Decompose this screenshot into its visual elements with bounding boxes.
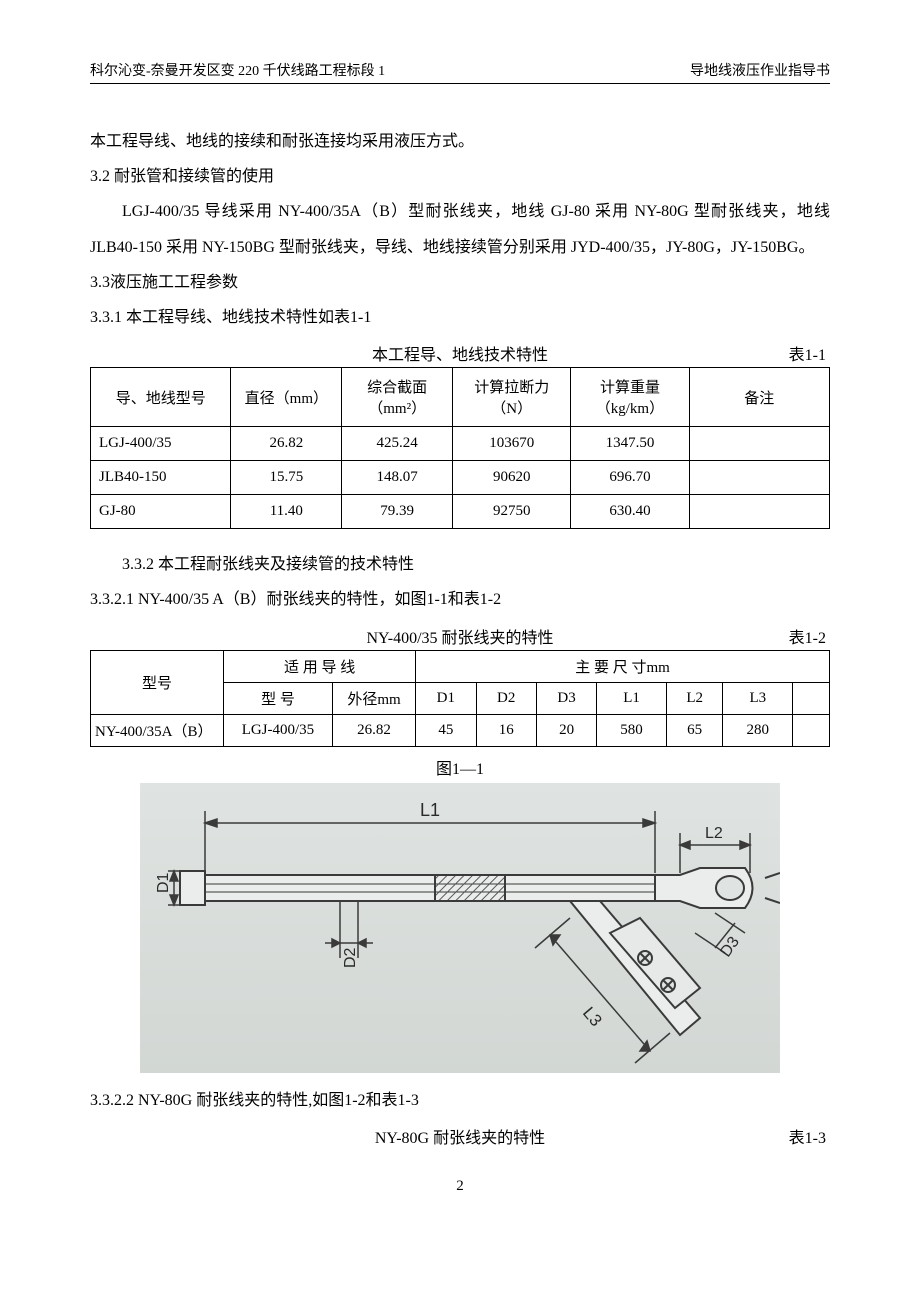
t2-h-dims: 主 要 尺 寸mm [416,650,830,682]
table-2-caption-row: NY-400/35 耐张线夹的特性 表1-2 [90,624,830,648]
t1-r0-force: 103670 [453,427,571,461]
t1-h-force-l1: 计算拉断力 [459,376,564,397]
table-1-caption-row: 本工程导、地线技术特性 表1-1 [90,341,830,365]
document-page: 科尔沁变-奈曼开发区变 220 千伏线路工程标段 1 导地线液压作业指导书 本工… [0,0,920,1302]
t1-r1-area: 148.07 [342,461,453,495]
t1-h-force: 计算拉断力 （N） [453,368,571,427]
t1-r0-area: 425.24 [342,427,453,461]
t1-h-force-l2: （N） [459,397,564,418]
table-3-label: 表1-3 [706,1124,826,1148]
table-1-caption: 本工程导、地线技术特性 [214,341,706,365]
table-2-header-row-1: 型号 适 用 导 线 主 要 尺 寸mm [91,650,830,682]
t2-l2: 65 [666,714,723,746]
t1-r0-note [689,427,829,461]
table-2-caption: NY-400/35 耐张线夹的特性 [214,624,706,648]
section-3-3-title: 3.3液压施工工程参数 [90,265,830,300]
t1-r2-note [689,495,829,529]
t2-h-extra [793,682,830,714]
t1-h-weight-l2: （kg/km） [577,397,682,418]
t2-l1: 580 [597,714,667,746]
t1-h-area-l2: （mm²） [348,397,446,418]
t1-h-weight-l1: 计算重量 [577,376,682,397]
table-2: 型号 适 用 导 线 主 要 尺 寸mm 型 号 外径mm D1 D2 D3 L… [90,650,830,747]
fig-label-l2: L2 [705,825,723,842]
t2-h-wire-dia: 外径mm [332,682,415,714]
t2-d3: 20 [536,714,596,746]
table-3-caption: NY-80G 耐张线夹的特性 [214,1124,706,1148]
t2-outer-dia: 26.82 [332,714,415,746]
figure-1: L1 L2 [140,783,780,1073]
table-2-row: NY-400/35A（B） LGJ-400/35 26.82 45 16 20 … [91,714,830,746]
section-3-2-body: LGJ-400/35 导线采用 NY-400/35A（B）型耐张线夹，地线 GJ… [90,194,830,264]
figure-1-caption: 图1—1 [90,755,830,779]
section-3-3-1-title: 3.3.1 本工程导线、地线技术特性如表1-1 [90,300,830,335]
table-1: 导、地线型号 直径（mm） 综合截面 （mm²） 计算拉断力 （N） 计算重量 … [90,367,830,529]
table-1-body: LGJ-400/35 26.82 425.24 103670 1347.50 J… [91,427,830,529]
t1-r2-area: 79.39 [342,495,453,529]
t2-model: NY-400/35A（B） [91,714,224,746]
fig-label-d1: D1 [155,872,172,893]
t1-r2-force: 92750 [453,495,571,529]
t2-d2: 16 [476,714,536,746]
table-1-header-row: 导、地线型号 直径（mm） 综合截面 （mm²） 计算拉断力 （N） 计算重量 … [91,368,830,427]
t1-r0-model: LGJ-400/35 [91,427,231,461]
t2-h-l3: L3 [723,682,793,714]
table-3-caption-row: NY-80G 耐张线夹的特性 表1-3 [90,1124,830,1148]
t2-h-model: 型号 [91,650,224,714]
t1-r2-weight: 630.40 [571,495,689,529]
t1-r1-force: 90620 [453,461,571,495]
t1-r1-weight: 696.70 [571,461,689,495]
page-number: 2 [90,1178,830,1195]
header-right: 导地线液压作业指导书 [690,60,830,80]
t1-h-area: 综合截面 （mm²） [342,368,453,427]
figure-1-svg: L1 L2 [140,783,780,1073]
t1-r1-note [689,461,829,495]
t2-h-l2: L2 [666,682,723,714]
t2-h-d1: D1 [416,682,476,714]
section-3-3-2-1-title: 3.3.2.1 NY-400/35 A（B）耐张线夹的特性，如图1-1和表1-2 [90,582,830,617]
table-row: GJ-80 11.40 79.39 92750 630.40 [91,495,830,529]
section-3-3-2-2-title: 3.3.2.2 NY-80G 耐张线夹的特性,如图1-2和表1-3 [90,1083,830,1118]
t2-h-d2: D2 [476,682,536,714]
t1-r0-weight: 1347.50 [571,427,689,461]
t2-h-wire-model: 型 号 [224,682,333,714]
t2-l3: 280 [723,714,793,746]
t1-h-note: 备注 [689,368,829,427]
table-2-label: 表1-2 [706,624,826,648]
fig-label-l1: L1 [420,800,440,820]
t2-h-d3: D3 [536,682,596,714]
t1-h-weight: 计算重量 （kg/km） [571,368,689,427]
fig-label-d2: D2 [342,947,359,968]
t1-h-dia: 直径（mm） [231,368,342,427]
t1-r1-dia: 15.75 [231,461,342,495]
t2-wire-model: LGJ-400/35 [224,714,333,746]
paragraph-intro: 本工程导线、地线的接续和耐张连接均采用液压方式。 [90,124,830,159]
table-1-label: 表1-1 [706,341,826,365]
t1-r2-dia: 11.40 [231,495,342,529]
t2-h-wire: 适 用 导 线 [224,650,416,682]
t1-h-model: 导、地线型号 [91,368,231,427]
t2-d1: 45 [416,714,476,746]
t2-h-l1: L1 [597,682,667,714]
t1-r2-model: GJ-80 [91,495,231,529]
table-row: JLB40-150 15.75 148.07 90620 696.70 [91,461,830,495]
t1-r0-dia: 26.82 [231,427,342,461]
t1-h-area-l1: 综合截面 [348,376,446,397]
t1-r1-model: JLB40-150 [91,461,231,495]
section-3-2-title: 3.2 耐张管和接续管的使用 [90,159,830,194]
t2-extra [793,714,830,746]
table-row: LGJ-400/35 26.82 425.24 103670 1347.50 [91,427,830,461]
page-header: 科尔沁变-奈曼开发区变 220 千伏线路工程标段 1 导地线液压作业指导书 [90,60,830,84]
header-left: 科尔沁变-奈曼开发区变 220 千伏线路工程标段 1 [90,60,385,80]
section-3-3-2-title: 3.3.2 本工程耐张线夹及接续管的技术特性 [90,547,830,582]
